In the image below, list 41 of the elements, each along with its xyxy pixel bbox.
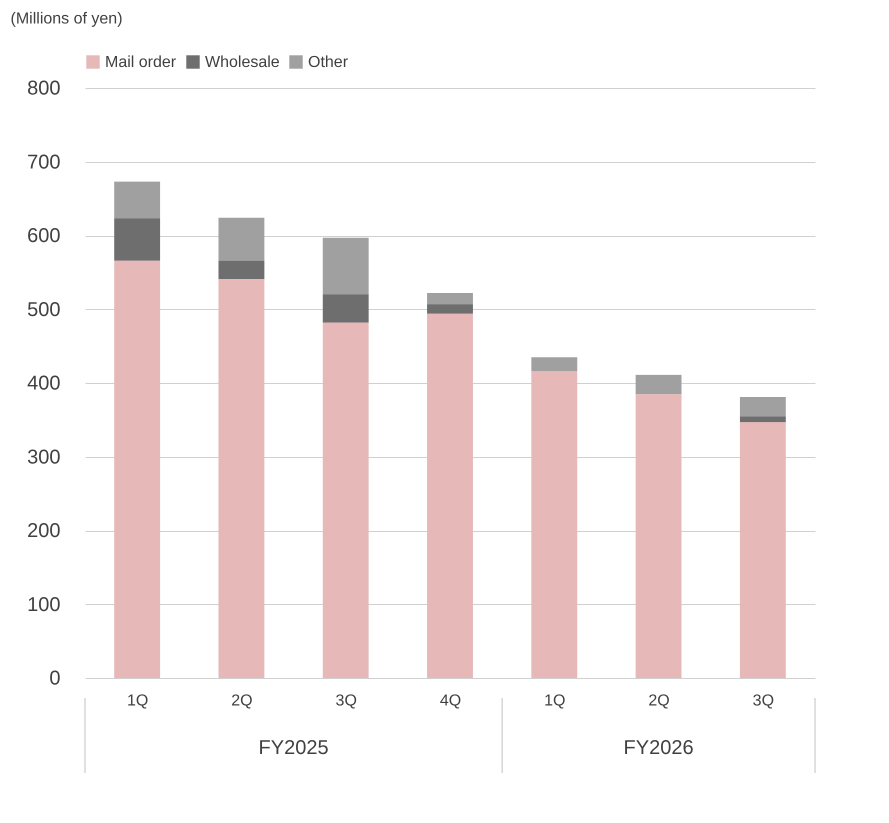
bar	[427, 314, 473, 678]
bar	[740, 397, 786, 416]
bar	[427, 304, 473, 314]
bar	[218, 218, 264, 261]
bar	[740, 422, 786, 678]
bar	[114, 260, 160, 678]
bar	[531, 357, 578, 372]
y-tick-label: 700	[27, 151, 60, 174]
y-tick-label: 200	[27, 520, 60, 542]
y-tick-label: 800	[27, 78, 60, 100]
bar	[636, 374, 682, 394]
bar	[114, 182, 160, 219]
x-tick-label: 2Q	[231, 692, 253, 710]
y-tick-label: 300	[27, 446, 60, 468]
bar	[740, 416, 786, 422]
bar	[531, 371, 578, 678]
legend-label: Mail order	[105, 54, 177, 71]
y-tick-label: 0	[49, 668, 60, 690]
y-tick-label: 400	[27, 372, 60, 394]
x-tick-label: 1Q	[126, 692, 148, 710]
x-tick-label: 1Q	[544, 692, 566, 710]
y-axis-title: (Millions of yen)	[10, 10, 123, 28]
bar	[218, 279, 264, 678]
x-tick-label: 3Q	[752, 692, 774, 710]
legend-label: Other	[308, 54, 349, 71]
bar	[322, 238, 369, 294]
bar	[114, 218, 160, 261]
y-tick-label: 600	[27, 225, 60, 247]
legend-label: Wholesale	[205, 54, 280, 71]
bar	[427, 293, 473, 304]
bar	[636, 394, 682, 678]
y-tick-label: 100	[27, 594, 60, 616]
y-tick-label: 500	[27, 298, 60, 321]
x-tick-label: 2Q	[648, 692, 670, 710]
x-tick-label: 4Q	[440, 692, 462, 710]
bar	[218, 260, 264, 280]
bar	[322, 322, 369, 678]
bar	[322, 294, 369, 323]
x-tick-label: 3Q	[336, 692, 357, 710]
text: FY2026	[624, 737, 694, 759]
text: FY2025	[258, 737, 329, 759]
